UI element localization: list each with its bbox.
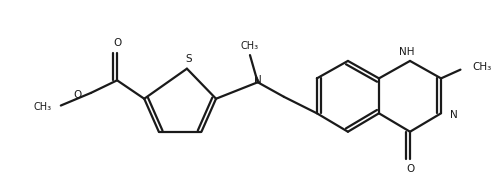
Text: O: O <box>113 38 121 49</box>
Text: N: N <box>450 110 458 120</box>
Text: CH₃: CH₃ <box>241 41 259 51</box>
Text: NH: NH <box>400 47 415 57</box>
Text: CH₃: CH₃ <box>472 62 492 72</box>
Text: CH₃: CH₃ <box>33 102 51 112</box>
Text: O: O <box>406 164 414 174</box>
Text: S: S <box>185 54 192 64</box>
Text: O: O <box>73 90 81 100</box>
Text: N: N <box>254 75 262 85</box>
